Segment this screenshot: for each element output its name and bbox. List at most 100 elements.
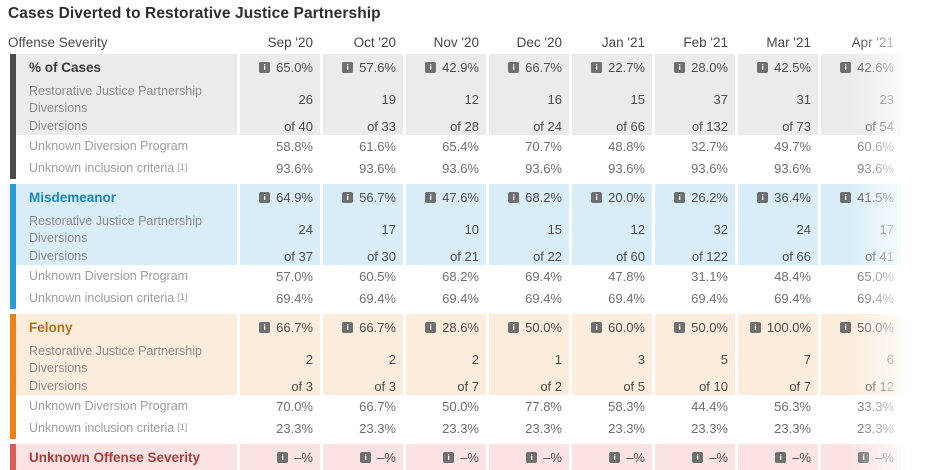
info-icon[interactable]: i <box>757 62 769 73</box>
info-icon[interactable]: i <box>342 322 354 333</box>
value-text: 26.2% <box>691 190 728 205</box>
row-unknown-criteria: Unknown inclusion criteria [1] 93.6% 93.6%… <box>16 157 936 179</box>
info-icon[interactable]: i <box>277 452 289 463</box>
value-text: 42.6% <box>857 60 894 75</box>
info-icon[interactable]: i <box>508 192 520 203</box>
info-icon[interactable]: i <box>526 452 538 463</box>
unknown-criteria-cell: 23.3% <box>359 420 396 436</box>
info-icon[interactable]: i <box>591 192 603 203</box>
pct-of-cases-cell: i –% <box>738 444 818 470</box>
diversions-total-cell: of 66 <box>738 248 818 265</box>
rjp-diversions-cell: 15 <box>489 211 569 248</box>
value-text: 64.9% <box>276 190 313 205</box>
value-text: 20.0% <box>608 190 645 205</box>
value-text: 42.5% <box>774 60 811 75</box>
info-icon[interactable]: i <box>425 192 437 203</box>
info-icon[interactable]: i <box>591 322 603 333</box>
rjp-diversions-cell: 12 <box>572 211 652 248</box>
rjp-diversions-cell: 32 <box>655 211 735 248</box>
unknown-criteria-cell: 69.4% <box>608 290 645 306</box>
pct-of-cases-cell: i 20.0% <box>572 184 652 211</box>
row-unknown-program: Unknown Diversion Program 58.8% 61.6% 65.4… <box>16 135 936 157</box>
info-icon[interactable]: i <box>840 192 852 203</box>
rjp-diversions-cell: 23 <box>821 81 901 118</box>
info-icon[interactable]: i <box>259 62 271 73</box>
diversions-total-cell: of 40 <box>240 118 320 135</box>
info-icon[interactable]: i <box>609 452 621 463</box>
info-icon[interactable]: i <box>775 452 787 463</box>
rjp-diversions-cell: 5 <box>655 341 735 378</box>
info-icon[interactable]: i <box>342 62 354 73</box>
diversions-total-cell: of 3 <box>240 378 320 395</box>
unknown-criteria-cell: 23.3% <box>774 420 811 436</box>
diversions-total-cell: of 3 <box>323 378 403 395</box>
info-icon[interactable]: i <box>840 322 852 333</box>
pct-of-cases-cell: i 68.2% <box>489 184 569 211</box>
info-icon[interactable]: i <box>674 322 686 333</box>
pct-of-cases-cell: i 56.7% <box>323 184 403 211</box>
value-text: –% <box>377 450 396 465</box>
info-icon[interactable]: i <box>508 62 520 73</box>
row-unknown-program: Unknown Diversion Program 70.0% 66.7% 50.0… <box>16 395 936 417</box>
info-icon[interactable]: i <box>757 192 769 203</box>
diversions-total-cell: of 132 <box>655 118 735 135</box>
pct-of-cases-cell: i 28.0% <box>655 54 735 81</box>
pct-of-cases-cell: i 65.0% <box>240 54 320 81</box>
rjp-diversions-cell: 6 <box>821 341 901 378</box>
info-icon[interactable]: i <box>425 322 437 333</box>
diversions-total-cell: of 21 <box>406 248 486 265</box>
unknown-program-cell: 66.7% <box>359 398 396 414</box>
unknown-criteria-cell: 69.4% <box>442 290 479 306</box>
row-diversions-total: Diversions of 40 of 33 of 28 of 24 of 66 of 1… <box>16 118 936 135</box>
info-icon[interactable]: i <box>692 452 704 463</box>
info-icon[interactable]: i <box>674 62 686 73</box>
info-icon[interactable]: i <box>259 322 271 333</box>
rjp-diversions-cell: 37 <box>655 81 735 118</box>
diversions-total-cell: of 73 <box>738 118 818 135</box>
pct-of-cases-cell: i 50.0% <box>655 314 735 341</box>
row-label-text: Unknown inclusion criteria <box>29 290 175 305</box>
row-pct-of-cases: % of Cases i 65.0% i 57.6% i 42.9% i 66.7% i 22.7… <box>16 54 936 81</box>
info-icon[interactable]: i <box>674 192 686 203</box>
unknown-criteria-cell: 93.6% <box>857 160 894 176</box>
info-icon[interactable]: i <box>858 452 870 463</box>
info-icon[interactable]: i <box>425 62 437 73</box>
unknown-program-cell: 77.8% <box>525 398 562 414</box>
unknown-program-cell: 32.7% <box>691 138 728 154</box>
unknown-criteria-cell: 69.4% <box>691 290 728 306</box>
info-icon[interactable]: i <box>840 62 852 73</box>
row-pct-of-cases: Unknown Offense Severity i –% i –% i –% i –% i –%… <box>16 444 936 470</box>
info-icon[interactable]: i <box>259 192 271 203</box>
column-header-month: Nov '20 <box>433 34 479 50</box>
pct-of-cases-cell: i 42.9% <box>406 54 486 81</box>
rjp-diversions-cell: 17 <box>323 211 403 248</box>
info-icon[interactable]: i <box>591 62 603 73</box>
info-icon[interactable]: i <box>360 452 372 463</box>
info-icon[interactable]: i <box>443 452 455 463</box>
info-icon[interactable]: i <box>749 322 761 333</box>
value-text: –% <box>709 450 728 465</box>
pct-of-cases-cell: i 66.7% <box>323 314 403 341</box>
pct-of-cases-cell: i 57.6% <box>323 54 403 81</box>
row-label-text: Unknown inclusion criteria <box>29 160 175 175</box>
unknown-program-cell: 57.0% <box>276 268 313 284</box>
value-text: 50.0% <box>857 320 894 335</box>
info-icon[interactable]: i <box>342 192 354 203</box>
rjp-diversions-cell: 17 <box>821 211 901 248</box>
unknown-program-cell: 47.8% <box>608 268 645 284</box>
info-icon[interactable]: i <box>508 322 520 333</box>
row-rjp-diversions: Restorative Justice Partnership Diversio… <box>16 81 936 118</box>
pct-of-cases-cell: i 26.2% <box>655 184 735 211</box>
diversions-total-cell: of 7 <box>406 378 486 395</box>
value-text: 66.7% <box>525 60 562 75</box>
unknown-program-cell: 70.7% <box>525 138 562 154</box>
pct-of-cases-cell: i –% <box>240 444 320 470</box>
unknown-criteria-cell: 69.4% <box>276 290 313 306</box>
unknown-program-cell: 49.7% <box>774 138 811 154</box>
unknown-criteria-cell: 23.3% <box>857 420 894 436</box>
unknown-program-cell: 56.3% <box>774 398 811 414</box>
value-text: –% <box>792 450 811 465</box>
row-label-unknown-criteria: Unknown inclusion criteria [1] <box>16 287 237 309</box>
rjp-diversions-cell: 7 <box>738 341 818 378</box>
section-misdemeanor: Misdemeanor i 64.9% i 56.7% i 47.6% i 68.2% i 20.… <box>10 184 936 309</box>
